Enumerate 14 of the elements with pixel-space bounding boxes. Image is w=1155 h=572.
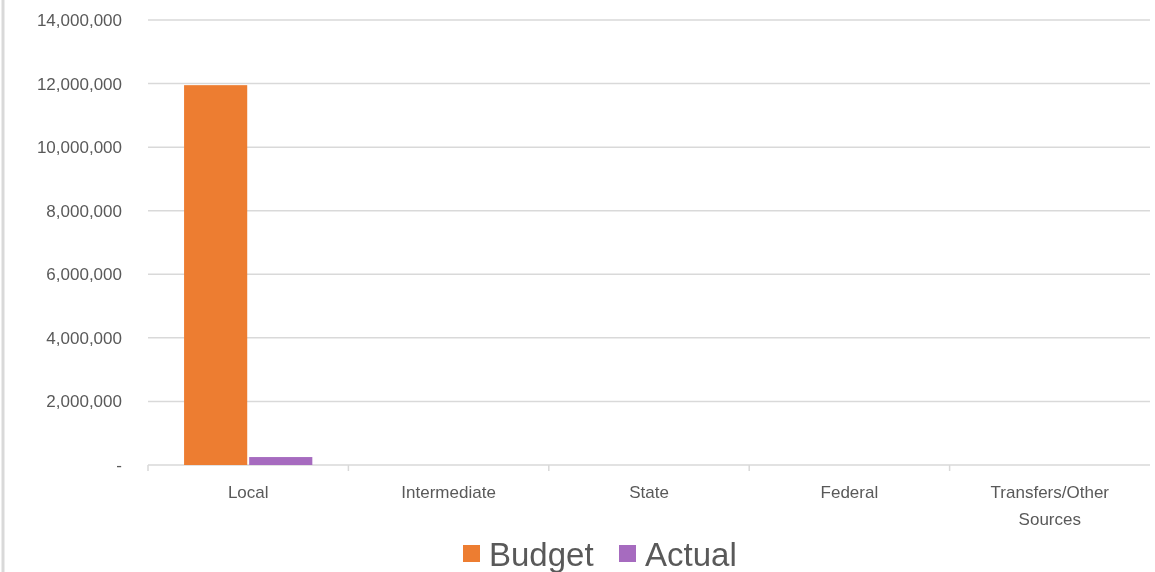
x-tick-label: Intermediate [401, 483, 496, 502]
y-tick-label: 6,000,000 [46, 265, 122, 285]
x-tick-label: Federal [820, 483, 879, 502]
y-tick-label: - [116, 455, 122, 475]
y-tick-label: 12,000,000 [36, 74, 122, 94]
y-tick-label: 14,000,000 [36, 10, 122, 30]
x-tick-label: State [629, 483, 669, 502]
y-tick-label: 4,000,000 [46, 328, 122, 348]
x-tick-label: Local [227, 483, 269, 502]
y-tick-label: 10,000,000 [36, 138, 122, 158]
x-tick-label: Transfers/Other Sources [990, 483, 1110, 529]
y-tick-label: 2,000,000 [46, 392, 122, 412]
legend-label: Actual [645, 536, 737, 572]
y-tick-label: 8,000,000 [46, 201, 122, 221]
